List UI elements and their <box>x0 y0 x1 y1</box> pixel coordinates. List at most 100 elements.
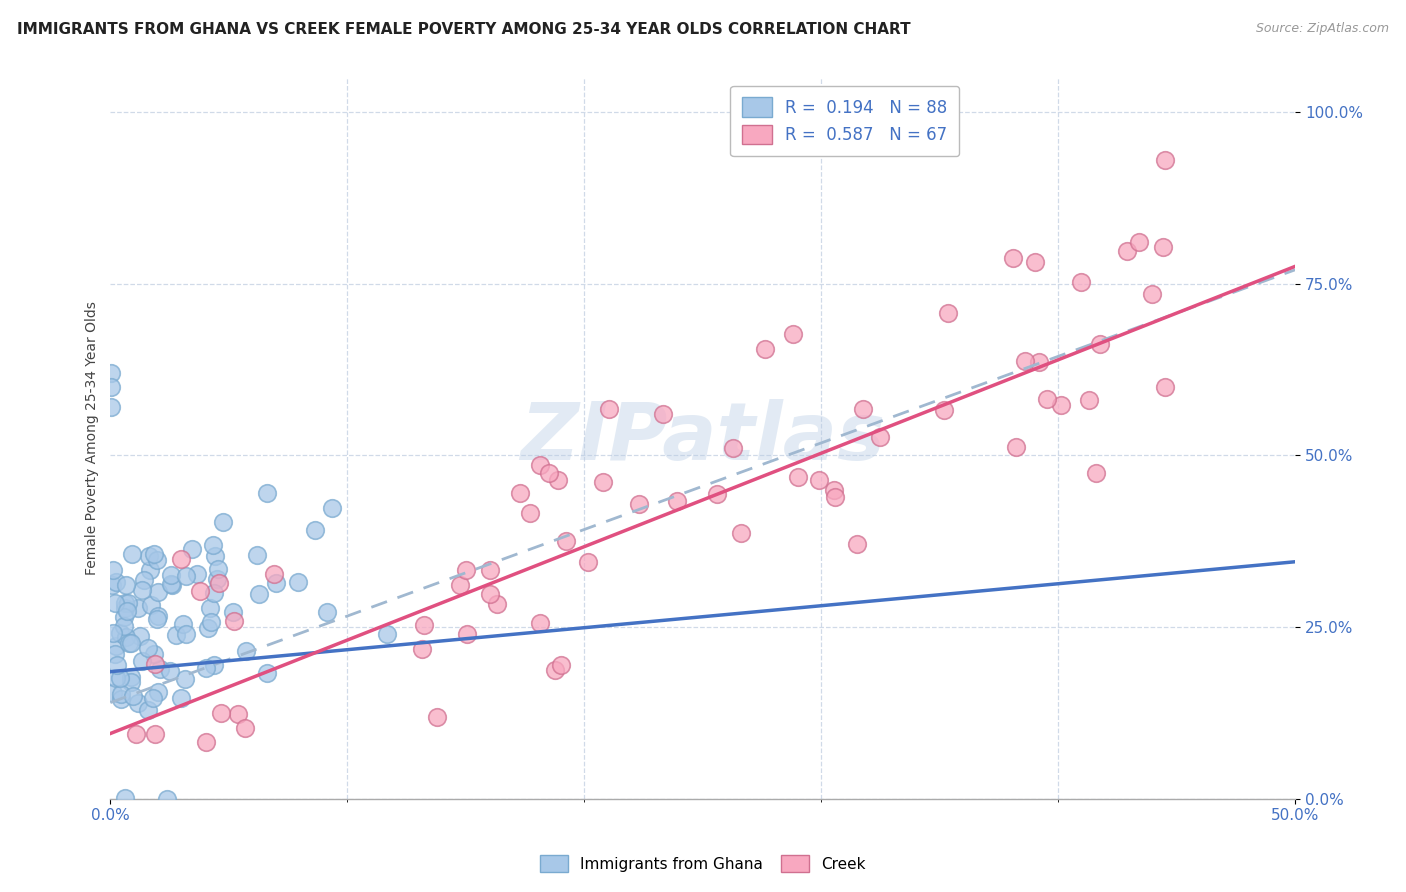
Point <box>411 642 433 657</box>
Point <box>1128 235 1150 249</box>
Point <box>139 563 162 577</box>
Point <box>143 647 166 661</box>
Point <box>194 661 217 675</box>
Point <box>479 563 502 577</box>
Point <box>1090 337 1112 351</box>
Point <box>110 687 132 701</box>
Point <box>808 473 831 487</box>
Point <box>207 562 229 576</box>
Point <box>125 727 148 741</box>
Point <box>160 578 183 592</box>
Point <box>114 600 136 615</box>
Point <box>145 553 167 567</box>
Point <box>146 584 169 599</box>
Point <box>226 707 249 722</box>
Point <box>1028 355 1050 369</box>
Point <box>538 466 561 480</box>
Point <box>180 542 202 557</box>
Point <box>652 407 675 421</box>
Point <box>188 583 211 598</box>
Point <box>121 547 143 561</box>
Point <box>235 722 257 736</box>
Point <box>105 671 128 685</box>
Point <box>110 692 132 706</box>
Point <box>315 605 337 619</box>
Point <box>143 657 166 671</box>
Point <box>120 636 142 650</box>
Point <box>127 601 149 615</box>
Point <box>174 627 197 641</box>
Point <box>1077 392 1099 407</box>
Point <box>120 670 142 684</box>
Point <box>201 538 224 552</box>
Point <box>101 578 124 592</box>
Point <box>412 618 434 632</box>
Point <box>104 596 127 610</box>
Point <box>117 596 139 610</box>
Point <box>263 567 285 582</box>
Point <box>247 586 270 600</box>
Point <box>207 576 229 591</box>
Point <box>108 625 131 640</box>
Point <box>143 547 166 561</box>
Point <box>100 379 122 393</box>
Point <box>449 578 471 592</box>
Point <box>131 654 153 668</box>
Point <box>1152 240 1174 254</box>
Point <box>454 563 477 577</box>
Point <box>159 664 181 678</box>
Point <box>287 574 309 589</box>
Point <box>103 626 125 640</box>
Point <box>105 658 128 673</box>
Point <box>666 494 689 508</box>
Point <box>824 490 846 504</box>
Point <box>256 486 278 500</box>
Point <box>103 686 125 700</box>
Point <box>194 734 217 748</box>
Point <box>1085 466 1108 480</box>
Legend: Immigrants from Ghana, Creek: Immigrants from Ghana, Creek <box>533 847 873 880</box>
Point <box>120 675 142 690</box>
Point <box>782 327 804 342</box>
Point <box>139 598 162 612</box>
Point <box>212 516 235 530</box>
Point <box>112 619 135 633</box>
Point <box>136 703 159 717</box>
Legend: R =  0.194   N = 88, R =  0.587   N = 67: R = 0.194 N = 88, R = 0.587 N = 67 <box>731 86 959 156</box>
Point <box>172 617 194 632</box>
Point <box>115 604 138 618</box>
Point <box>209 706 232 720</box>
Point <box>1005 440 1028 454</box>
Point <box>129 629 152 643</box>
Point <box>197 621 219 635</box>
Point <box>544 663 567 677</box>
Point <box>105 639 128 653</box>
Point <box>576 555 599 569</box>
Point <box>592 475 614 489</box>
Point <box>169 551 191 566</box>
Point <box>304 523 326 537</box>
Point <box>869 429 891 443</box>
Point <box>121 689 143 703</box>
Point <box>721 442 744 456</box>
Point <box>198 601 221 615</box>
Point <box>148 684 170 698</box>
Point <box>146 608 169 623</box>
Point <box>202 658 225 673</box>
Point <box>186 566 208 581</box>
Point <box>202 586 225 600</box>
Point <box>852 402 875 417</box>
Point <box>730 525 752 540</box>
Point <box>142 691 165 706</box>
Point <box>110 672 132 686</box>
Point <box>529 458 551 472</box>
Point <box>375 626 398 640</box>
Point <box>115 630 138 644</box>
Point <box>127 696 149 710</box>
Point <box>101 563 124 577</box>
Point <box>321 500 343 515</box>
Point <box>1024 255 1046 269</box>
Point <box>100 400 122 414</box>
Point <box>200 615 222 629</box>
Point <box>547 473 569 487</box>
